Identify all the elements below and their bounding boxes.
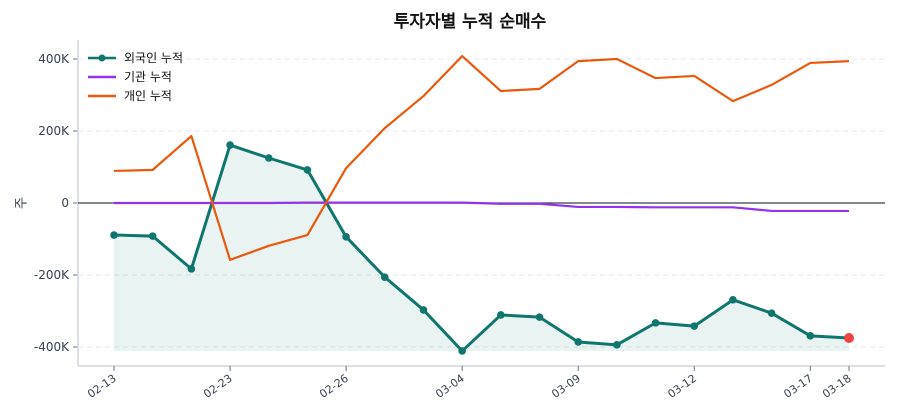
x-tick-label: 02-26 — [317, 372, 351, 401]
data-point — [419, 306, 428, 314]
y-tick-label: -400K — [34, 340, 70, 354]
data-point — [497, 311, 505, 319]
data-point — [342, 233, 350, 241]
data-point — [767, 309, 776, 317]
data-point — [226, 141, 234, 149]
data-point — [303, 166, 312, 174]
data-point — [380, 273, 389, 281]
y-tick-label: 0 — [61, 196, 69, 210]
data-point — [574, 338, 583, 346]
data-point — [187, 265, 196, 273]
data-point — [651, 319, 660, 327]
data-point — [729, 296, 737, 304]
x-tick-label: 03-18 — [820, 372, 854, 401]
data-point — [264, 154, 273, 162]
data-point — [806, 332, 815, 340]
x-tick-label: 03-09 — [549, 372, 583, 401]
legend-label: 기관 누적 — [124, 70, 172, 84]
series-line-0 — [113, 143, 850, 353]
data-point — [148, 232, 157, 240]
y-tick-label: 200K — [38, 124, 70, 138]
x-tick-label: 02-13 — [85, 372, 119, 401]
legend-marker — [98, 54, 106, 62]
data-point — [613, 341, 621, 349]
x-tick-label: 03-04 — [433, 372, 467, 401]
series-line-2 — [113, 55, 850, 261]
y-tick-label: -200K — [34, 268, 70, 282]
x-tick-label: 02-23 — [201, 372, 235, 401]
y-tick-label: 400K — [38, 52, 70, 66]
legend-label: 개인 누적 — [124, 89, 172, 103]
x-tick-label: 03-17 — [781, 372, 815, 401]
chart-title: 투자자별 누적 순매수 — [394, 12, 547, 32]
y-axis-label: 주 — [15, 197, 30, 209]
data-point — [458, 347, 466, 355]
x-tick-label: 03-12 — [665, 372, 699, 401]
data-point — [110, 231, 118, 239]
data-point — [535, 313, 544, 321]
data-point — [690, 322, 699, 330]
legend-label: 외국인 누적 — [124, 51, 183, 65]
series-line-1 — [114, 201, 849, 213]
last-point — [844, 333, 854, 343]
area-fill-0 — [114, 145, 849, 351]
